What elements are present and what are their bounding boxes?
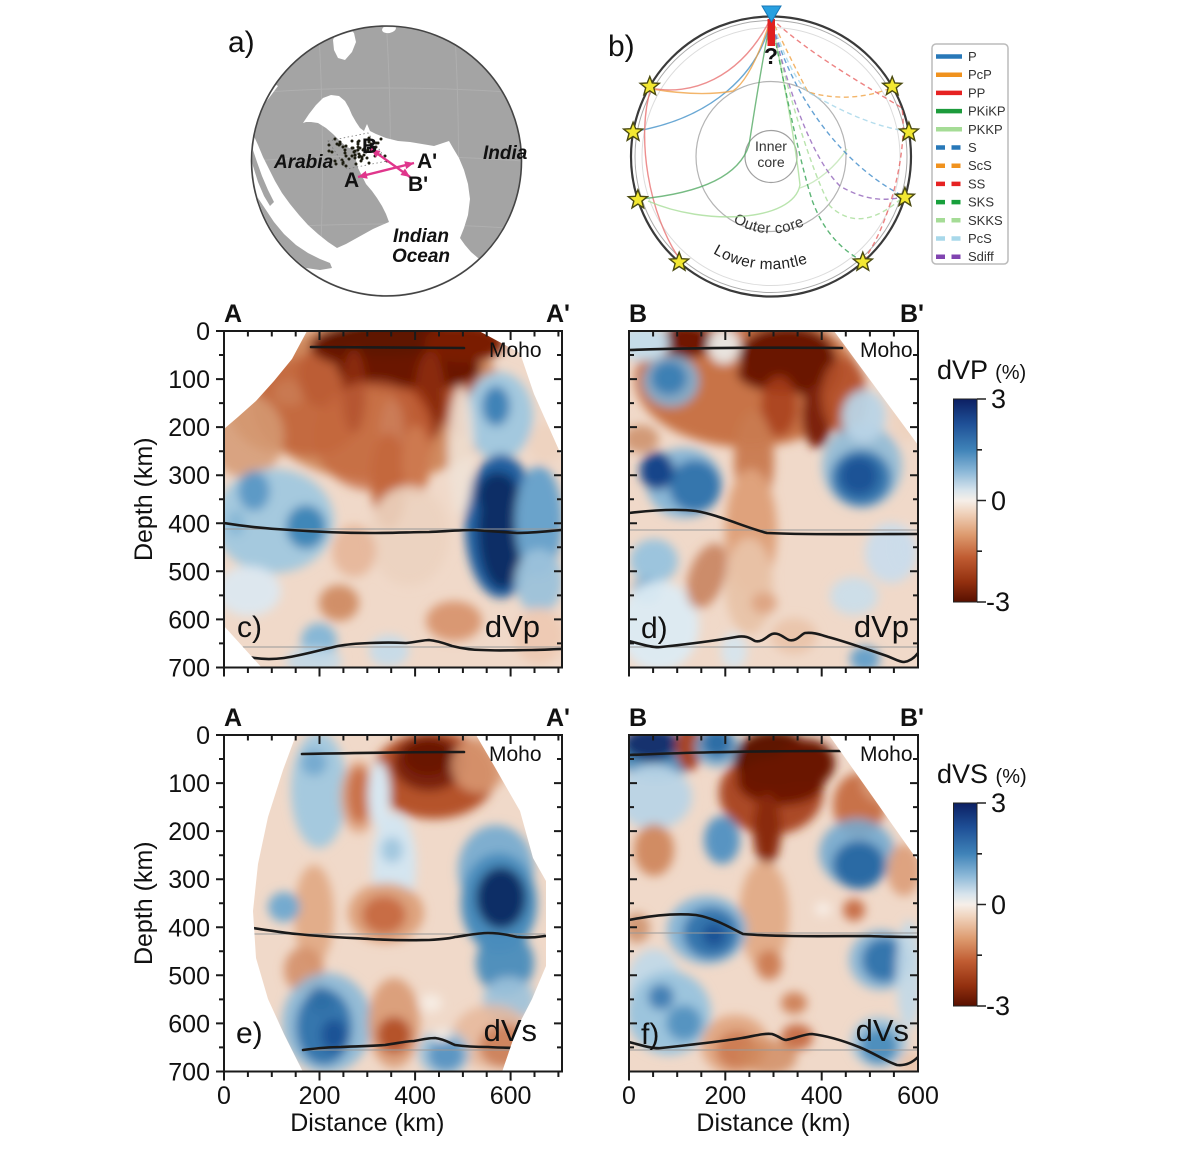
svg-text:B': B'	[900, 704, 924, 732]
svg-text:Inner: Inner	[755, 138, 787, 154]
svg-text:0: 0	[196, 318, 210, 346]
svg-text:A': A'	[546, 704, 570, 732]
svg-text:dVs: dVs	[484, 1013, 537, 1048]
svg-text:c): c)	[237, 611, 262, 644]
svg-text:700: 700	[168, 655, 210, 683]
svg-text:0: 0	[991, 890, 1006, 920]
svg-text:A': A'	[417, 150, 437, 173]
svg-text:3: 3	[991, 788, 1006, 818]
svg-text:dVs: dVs	[856, 1013, 909, 1048]
svg-text:Moho: Moho	[489, 743, 542, 766]
svg-text:400: 400	[168, 510, 210, 538]
svg-text:200: 200	[168, 818, 210, 846]
svg-text:Moho: Moho	[489, 339, 542, 362]
svg-text:PKKP: PKKP	[968, 122, 1003, 137]
svg-text:600: 600	[490, 1082, 532, 1110]
svg-text:Depth (km): Depth (km)	[130, 437, 158, 561]
svg-text:B': B'	[900, 300, 924, 328]
svg-text:0: 0	[196, 722, 210, 750]
svg-text:500: 500	[168, 558, 210, 586]
svg-text:SKKS: SKKS	[968, 213, 1003, 228]
svg-text:?: ?	[764, 43, 778, 69]
svg-text:Depth (km): Depth (km)	[130, 841, 158, 965]
svg-text:500: 500	[168, 962, 210, 990]
svg-text:A: A	[224, 300, 242, 328]
svg-text:600: 600	[897, 1082, 939, 1110]
svg-text:P: P	[968, 49, 977, 64]
svg-text:Distance (km): Distance (km)	[696, 1109, 850, 1137]
svg-text:A: A	[344, 169, 359, 192]
svg-text:f): f)	[641, 1018, 659, 1051]
svg-text:Moho: Moho	[860, 339, 913, 362]
svg-text:600: 600	[168, 606, 210, 634]
svg-text:400: 400	[801, 1082, 843, 1110]
svg-text:300: 300	[168, 462, 210, 490]
svg-text:PKiKP: PKiKP	[968, 104, 1006, 119]
svg-text:700: 700	[168, 1059, 210, 1087]
svg-text:A': A'	[546, 300, 570, 328]
svg-text:A: A	[224, 704, 242, 732]
svg-text:Arabia: Arabia	[273, 152, 334, 173]
svg-text:Indian: Indian	[393, 226, 449, 247]
svg-text:S: S	[968, 140, 977, 155]
svg-text:Distance (km): Distance (km)	[290, 1109, 444, 1137]
svg-text:B: B	[629, 300, 647, 328]
svg-text:0: 0	[217, 1082, 231, 1110]
svg-text:SKS: SKS	[968, 195, 994, 210]
svg-text:dVp: dVp	[485, 609, 540, 644]
svg-text:100: 100	[168, 366, 210, 394]
svg-text:-3: -3	[986, 587, 1010, 617]
svg-text:100: 100	[168, 770, 210, 798]
svg-text:core: core	[757, 154, 784, 170]
svg-text:600: 600	[168, 1010, 210, 1038]
svg-text:PcP: PcP	[968, 67, 992, 82]
svg-text:Moho: Moho	[860, 743, 913, 766]
svg-text:300: 300	[168, 866, 210, 894]
svg-text:a): a)	[228, 26, 255, 59]
svg-text:Ocean: Ocean	[392, 246, 450, 267]
svg-text:e): e)	[236, 1017, 263, 1050]
svg-text:B: B	[362, 135, 377, 158]
svg-text:dVp: dVp	[854, 609, 909, 644]
svg-text:PcS: PcS	[968, 231, 992, 246]
svg-text:d): d)	[641, 612, 668, 645]
svg-text:200: 200	[299, 1082, 341, 1110]
svg-text:ScS: ScS	[968, 158, 992, 173]
svg-text:PP: PP	[968, 85, 985, 100]
svg-text:400: 400	[168, 914, 210, 942]
svg-text:SS: SS	[968, 176, 986, 191]
svg-text:200: 200	[704, 1082, 746, 1110]
svg-text:B: B	[629, 704, 647, 732]
svg-text:B': B'	[408, 173, 428, 196]
svg-text:200: 200	[168, 414, 210, 442]
svg-text:b): b)	[608, 30, 635, 63]
svg-text:-3: -3	[986, 991, 1010, 1021]
svg-text:0: 0	[991, 486, 1006, 516]
svg-text:India: India	[483, 143, 528, 164]
svg-text:400: 400	[394, 1082, 436, 1110]
svg-text:3: 3	[991, 384, 1006, 414]
svg-text:0: 0	[622, 1082, 636, 1110]
svg-text:Sdiff: Sdiff	[968, 249, 994, 264]
